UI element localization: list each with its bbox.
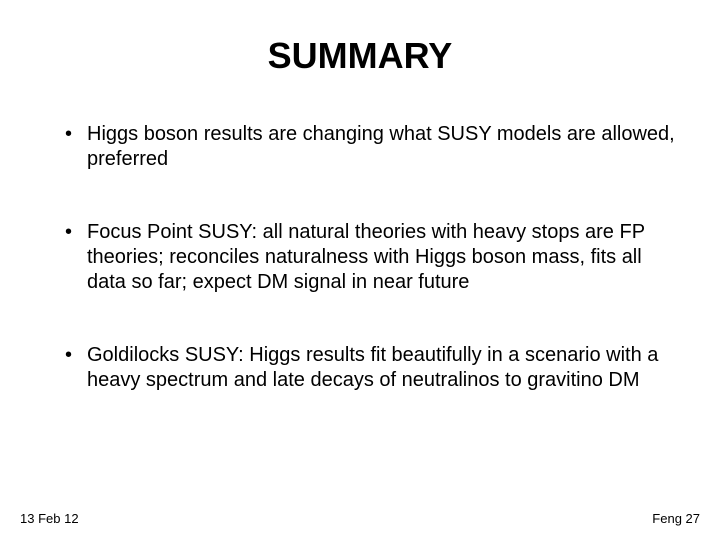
footer-date: 13 Feb 12 bbox=[20, 511, 79, 526]
bullet-item: Goldilocks SUSY: Higgs results fit beaut… bbox=[65, 343, 680, 393]
footer-page: Feng 27 bbox=[652, 511, 700, 526]
bullet-list: Higgs boson results are changing what SU… bbox=[40, 122, 680, 393]
slide-title: SUMMARY bbox=[40, 35, 680, 77]
bullet-item: Higgs boson results are changing what SU… bbox=[65, 122, 680, 172]
slide-container: SUMMARY Higgs boson results are changing… bbox=[0, 0, 720, 540]
bullet-item: Focus Point SUSY: all natural theories w… bbox=[65, 220, 680, 295]
slide-footer: 13 Feb 12 Feng 27 bbox=[20, 511, 700, 526]
